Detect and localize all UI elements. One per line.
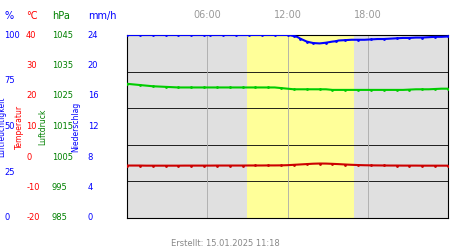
- Text: 1025: 1025: [52, 92, 73, 100]
- Text: 0: 0: [88, 214, 93, 222]
- Text: 10: 10: [26, 122, 36, 131]
- Text: 20: 20: [88, 61, 98, 70]
- Text: %: %: [4, 11, 13, 21]
- Text: 0: 0: [26, 152, 32, 162]
- Text: 985: 985: [52, 214, 68, 222]
- Text: 18:00: 18:00: [354, 10, 382, 20]
- Text: Niederschlag: Niederschlag: [71, 102, 80, 152]
- Text: 20: 20: [26, 92, 36, 100]
- Text: 1035: 1035: [52, 61, 73, 70]
- Text: 995: 995: [52, 183, 68, 192]
- Text: 50: 50: [4, 122, 15, 131]
- Text: 0: 0: [4, 214, 10, 222]
- Text: Erstellt: 15.01.2025 11:18: Erstellt: 15.01.2025 11:18: [171, 238, 279, 248]
- Text: 1015: 1015: [52, 122, 73, 131]
- Text: 24: 24: [88, 30, 98, 40]
- Text: 8: 8: [88, 152, 93, 162]
- Text: -10: -10: [26, 183, 40, 192]
- Bar: [248, 35, 354, 218]
- Text: 75: 75: [4, 76, 15, 85]
- Text: 16: 16: [88, 92, 99, 100]
- Text: -20: -20: [26, 214, 40, 222]
- Text: 40: 40: [26, 30, 36, 40]
- Text: 4: 4: [88, 183, 93, 192]
- Text: 25: 25: [4, 168, 15, 177]
- Text: hPa: hPa: [52, 11, 70, 21]
- Text: 12:00: 12:00: [274, 10, 302, 20]
- Text: 12: 12: [88, 122, 98, 131]
- Text: 1045: 1045: [52, 30, 73, 40]
- Text: Luftdruck: Luftdruck: [39, 108, 48, 145]
- Text: 30: 30: [26, 61, 37, 70]
- Text: mm/h: mm/h: [88, 11, 116, 21]
- Text: °C: °C: [26, 11, 38, 21]
- Text: Temperatur: Temperatur: [15, 104, 24, 148]
- Text: 06:00: 06:00: [194, 10, 221, 20]
- Text: Luftfeuchtigkeit: Luftfeuchtigkeit: [0, 96, 6, 157]
- Text: 1005: 1005: [52, 152, 73, 162]
- Text: 100: 100: [4, 30, 20, 40]
